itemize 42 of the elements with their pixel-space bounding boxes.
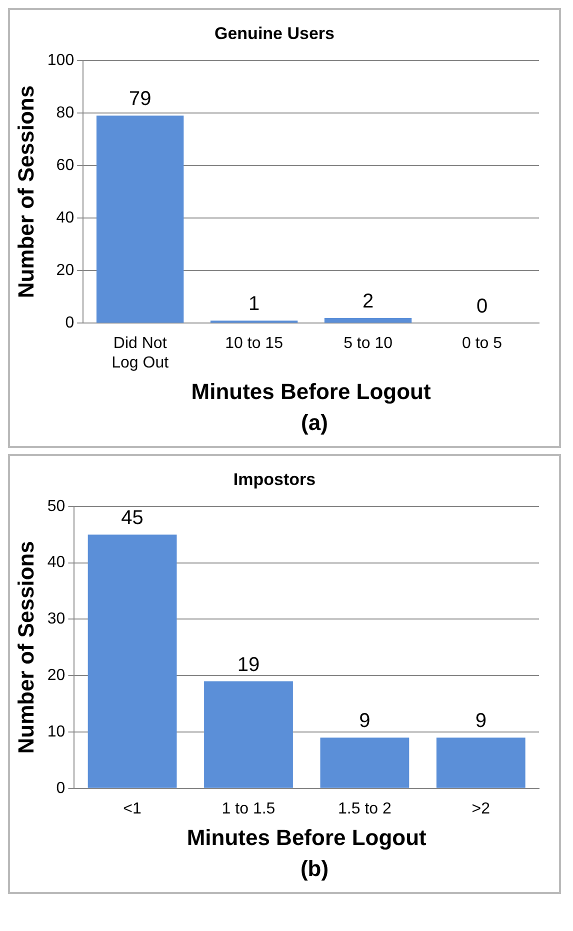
y-tick-label: 20 bbox=[47, 667, 66, 684]
y-tick-label: 0 bbox=[65, 314, 74, 332]
y-axis-title: Number of Sessions bbox=[13, 85, 38, 298]
bar bbox=[324, 318, 412, 323]
data-label: 79 bbox=[128, 88, 152, 110]
x-tick-label: Did Not Log Out bbox=[112, 335, 170, 372]
data-label: 2 bbox=[362, 290, 374, 312]
chart-title: Genuine Users bbox=[214, 24, 334, 43]
y-tick-label: 0 bbox=[56, 780, 66, 797]
x-tick-label: >2 bbox=[472, 800, 490, 818]
text: (a) bbox=[300, 410, 329, 437]
x-tick-label: 1.5 to 2 bbox=[338, 800, 392, 818]
bar bbox=[88, 534, 177, 788]
bar bbox=[204, 681, 293, 788]
y-tick-label: 20 bbox=[56, 262, 74, 280]
data-label: 19 bbox=[237, 654, 260, 676]
x-axis-title: Minutes Before Logout bbox=[191, 378, 432, 404]
y-tick-label: 10 bbox=[47, 723, 66, 740]
x-tick-label: 10 to 15 bbox=[225, 335, 284, 352]
y-tick-label: 60 bbox=[56, 156, 74, 174]
bar bbox=[96, 116, 184, 323]
x-tick-label: 0 to 5 bbox=[462, 335, 502, 352]
y-tick-label: 40 bbox=[56, 209, 74, 226]
data-label: 9 bbox=[359, 710, 370, 732]
x-tick-label: <1 bbox=[123, 800, 142, 818]
bar bbox=[436, 738, 526, 788]
data-label: 0 bbox=[476, 296, 488, 318]
y-axis-title: Number of Sessions bbox=[13, 541, 38, 754]
x-tick-label: 5 to 10 bbox=[344, 335, 393, 352]
x-axis-title: Minutes Before Logout bbox=[186, 824, 428, 850]
y-tick-label: 50 bbox=[47, 498, 66, 515]
y-tick-label: 100 bbox=[47, 52, 74, 69]
data-label: 9 bbox=[475, 710, 486, 732]
y-tick-label: 80 bbox=[56, 104, 74, 122]
chart-title: Impostors bbox=[233, 470, 316, 489]
bar bbox=[320, 738, 410, 788]
data-label: 45 bbox=[121, 507, 144, 530]
data-label: 1 bbox=[248, 293, 260, 316]
x-tick-label: 1 to 1.5 bbox=[222, 800, 276, 818]
text: (b) bbox=[299, 856, 330, 883]
y-tick-label: 40 bbox=[47, 554, 66, 572]
y-tick-label: 30 bbox=[47, 610, 66, 628]
